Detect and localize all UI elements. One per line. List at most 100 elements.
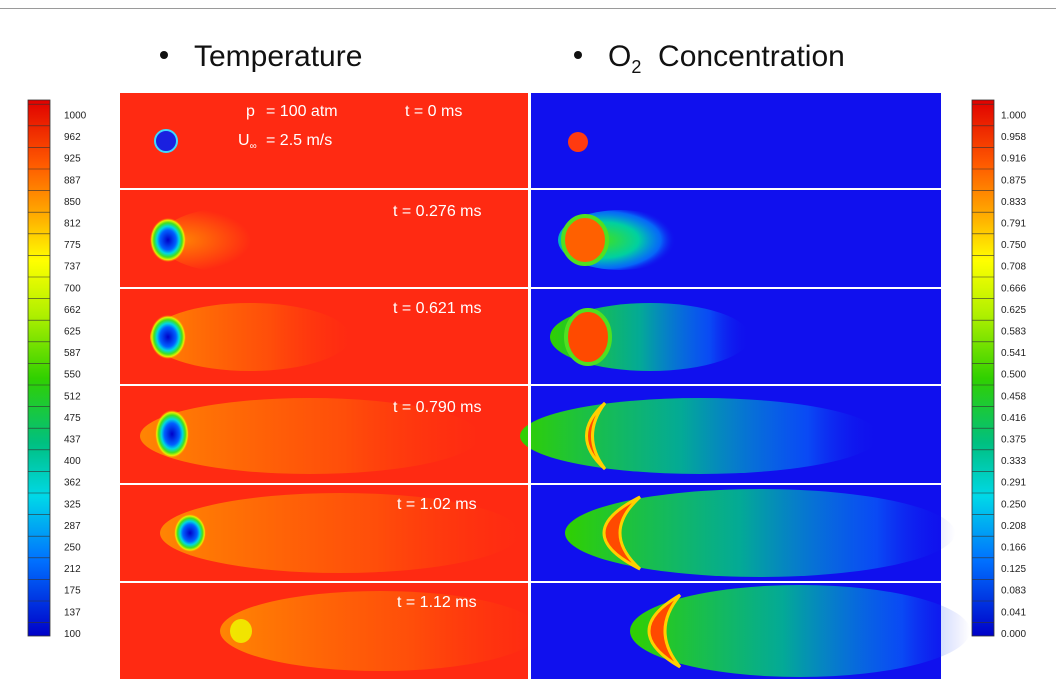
temperature-wake: [160, 493, 520, 573]
temperature-colorbar-tick-label: 175: [64, 586, 81, 597]
temperature-colorbar-tick-label: 100: [64, 629, 81, 640]
velocity-label: U∞: [238, 132, 257, 152]
oxygen-subscript: 2: [631, 57, 642, 77]
o2-colorbar-tick-label: 0.916: [1001, 154, 1026, 165]
velocity-symbol: U: [238, 132, 250, 149]
temperature-colorbar-tick-label: 512: [64, 391, 81, 402]
o2-colorbar-tick-label: 0.583: [1001, 327, 1026, 338]
o2-colorbar-tick-label: 1.000: [1001, 111, 1026, 122]
temperature-heading-text: Temperature: [194, 40, 363, 73]
o2-wake: [565, 489, 955, 577]
oxygen-symbol: O: [608, 40, 632, 73]
temperature-colorbar-ticks: 1000 962 925 887 850 812 775 737 700 662 625 587 550…: [28, 103, 87, 640]
bullet-icon: [574, 51, 582, 60]
time-label: t = 0 ms: [405, 103, 462, 120]
temperature-colorbar: 1000 962 925 887 850 812 775 737 700 662 625 587 550…: [27, 99, 87, 640]
temperature-colorbar-tick-label: 550: [64, 370, 81, 381]
droplet-cold: [150, 218, 186, 262]
o2-colorbar-tick-label: 0.541: [1001, 348, 1026, 359]
temperature-colorbar-tick-label: 400: [64, 456, 81, 467]
temperature-wake: [140, 398, 480, 474]
temperature-colorbar-tick-label: 437: [64, 435, 81, 446]
droplet-o2: [568, 132, 588, 152]
droplet-cold: [155, 410, 189, 458]
temperature-colorbar-tick-label: 587: [64, 348, 81, 359]
droplet-o2: [561, 214, 609, 266]
o2-crescent: [585, 401, 607, 471]
o2-wake: [520, 398, 880, 474]
temperature-colorbar-tick-label: 887: [64, 175, 81, 186]
temperature-colorbar-tick-label: 287: [64, 521, 81, 532]
o2-colorbar-tick-label: 0.708: [1001, 262, 1026, 273]
o2-colorbar-tick-label: 0.500: [1001, 370, 1026, 381]
temperature-colorbar-tick-label: 362: [64, 478, 81, 489]
velocity-subscript: ∞: [250, 141, 257, 152]
droplet-cold: [150, 315, 186, 359]
o2-colorbar-ticks: 1.000 0.958 0.916 0.875 0.833 0.791 0.750 0.708…: [972, 103, 1026, 640]
o2-crescent: [602, 495, 642, 571]
temperature-wake: [150, 303, 350, 371]
temperature-colorbar-tick-label: 850: [64, 197, 81, 208]
time-label: t = 0.790 ms: [393, 399, 482, 416]
temperature-colorbar-tick-label: 662: [64, 305, 81, 316]
o2-colorbar-tick-label: 0.791: [1001, 219, 1026, 230]
o2-colorbar-tick-label: 0.083: [1001, 586, 1026, 597]
velocity-value: = 2.5 m/s: [266, 132, 332, 149]
pressure-label: p: [246, 103, 255, 120]
temperature-colorbar-tick-label: 1000: [64, 111, 87, 122]
temperature-colorbar-tick-label: 250: [64, 543, 81, 554]
o2-colorbar-tick-label: 0.250: [1001, 499, 1026, 510]
temperature-colorbar-tick-label: 212: [64, 564, 81, 575]
panel-separators: [120, 93, 941, 679]
o2-colorbar-tick-label: 0.375: [1001, 435, 1026, 446]
o2-colorbar-tick-label: 0.625: [1001, 305, 1026, 316]
temperature-heading: Temperature: [160, 40, 362, 74]
droplet-o2: [564, 308, 612, 366]
o2-colorbar-tick-label: 0.125: [1001, 564, 1026, 575]
droplet-cold: [174, 514, 206, 552]
o2-colorbar-strip: [971, 99, 995, 637]
time-label: t = 0.276 ms: [393, 203, 482, 220]
o2-colorbar-tick-label: 0.000: [1001, 629, 1026, 640]
o2-colorbar-tick-label: 0.750: [1001, 240, 1026, 251]
oxygen-heading: O2 Concentration: [574, 40, 845, 78]
temperature-colorbar-tick-label: 962: [64, 132, 81, 143]
time-label: t = 1.12 ms: [397, 594, 477, 611]
temperature-wake: [220, 591, 540, 671]
droplet-cold: [154, 129, 178, 153]
droplet-remnant: [230, 619, 252, 643]
time-label: t = 1.02 ms: [397, 496, 477, 513]
o2-crescent: [647, 593, 682, 669]
o2-colorbar-tick-label: 0.208: [1001, 521, 1026, 532]
o2-colorbar: 1.000 0.958 0.916 0.875 0.833 0.791 0.750 0.708…: [971, 99, 1026, 640]
o2-colorbar-tick-label: 0.833: [1001, 197, 1026, 208]
time-label: t = 0.621 ms: [393, 300, 482, 317]
temperature-colorbar-strip: [27, 99, 51, 637]
bullet-icon: [160, 51, 168, 60]
o2-colorbar-tick-label: 0.416: [1001, 413, 1026, 424]
oxygen-heading-text: Concentration: [658, 40, 845, 73]
o2-colorbar-tick-label: 0.333: [1001, 456, 1026, 467]
temperature-colorbar-tick-label: 325: [64, 499, 81, 510]
o2-colorbar-tick-label: 0.291: [1001, 478, 1026, 489]
time-labels: t = 0 ms t = 0.276 ms t = 0.621 ms t = 0…: [393, 103, 482, 611]
temperature-colorbar-tick-label: 737: [64, 262, 81, 273]
o2-colorbar-tick-label: 0.666: [1001, 283, 1026, 294]
top-rule: [0, 8, 1056, 9]
temperature-colorbar-tick-label: 700: [64, 283, 81, 294]
pressure-value: = 100 atm: [266, 103, 338, 120]
temperature-colorbar-tick-label: 775: [64, 240, 81, 251]
o2-colorbar-tick-label: 0.041: [1001, 607, 1026, 618]
o2-colorbar-tick-label: 0.458: [1001, 391, 1026, 402]
temperature-colorbar-tick-label: 625: [64, 327, 81, 338]
temperature-colorbar-tick-label: 475: [64, 413, 81, 424]
conditions: p = 100 atm U∞ = 2.5 m/s: [238, 103, 338, 152]
o2-wake: [630, 585, 970, 677]
o2-colorbar-tick-label: 0.958: [1001, 132, 1026, 143]
temperature-wake: [160, 208, 300, 272]
o2-colorbar-tick-label: 0.875: [1001, 175, 1026, 186]
temperature-colorbar-tick-label: 812: [64, 219, 81, 230]
temperature-colorbar-tick-label: 137: [64, 607, 81, 618]
o2-colorbar-tick-label: 0.166: [1001, 543, 1026, 554]
